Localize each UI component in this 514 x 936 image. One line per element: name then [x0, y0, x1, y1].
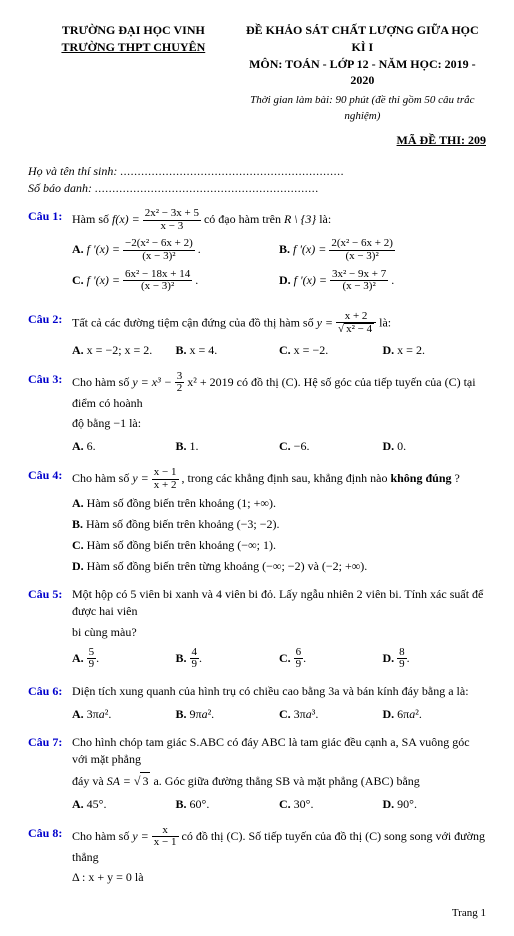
- q3-y: y = x³ −: [132, 374, 174, 388]
- q1-Dd: (x − 3)²: [330, 281, 388, 293]
- q2-B: x = 4.: [190, 343, 218, 357]
- q2-den: x² − 4: [344, 323, 374, 336]
- q4-pre: Cho hàm số: [72, 471, 132, 485]
- question-4: Câu 4: Cho hàm số y = x − 1x + 2 , trong…: [28, 467, 486, 574]
- q3-pre: Cho hàm số: [72, 374, 132, 388]
- q1-Cdot: .: [195, 272, 198, 286]
- q4-den: x + 2: [152, 480, 179, 492]
- q4-post: , trong các khẳng định sau, khẳng định n…: [182, 471, 391, 485]
- q7-sqrt: 3: [140, 772, 150, 790]
- page-footer: Trang 1: [28, 906, 486, 921]
- q1-label: Câu 1:: [28, 208, 72, 298]
- q7-label: Câu 7:: [28, 734, 72, 812]
- school-bottom: TRƯỜNG THPT CHUYÊN: [28, 39, 239, 56]
- q6-C: C. 3πa³.: [279, 706, 383, 723]
- q8-num: x: [152, 825, 179, 838]
- q6-D: D. 6πa².: [383, 706, 487, 723]
- q2-text: Tất cả các đường tiệm cận đứng của đồ th…: [72, 315, 317, 329]
- q1-Cd: (x − 3)²: [123, 281, 192, 293]
- q8-y: y =: [132, 828, 151, 842]
- q6-text: Diện tích xung quanh của hình trụ có chi…: [72, 683, 486, 700]
- name-dots: ........................................…: [120, 164, 344, 178]
- q3-line2: độ bằng −1 là:: [72, 415, 486, 432]
- q6-label: Câu 6:: [28, 683, 72, 723]
- q2-A: x = −2; x = 2.: [87, 343, 153, 357]
- question-6: Câu 6: Diện tích xung quanh của hình trụ…: [28, 683, 486, 723]
- q2-label: Câu 2:: [28, 311, 72, 359]
- q8-label: Câu 8:: [28, 825, 72, 887]
- q4-num: x − 1: [152, 467, 179, 480]
- student-block: Họ và tên thí sinh: ....................…: [28, 163, 486, 197]
- q1-B: B.: [279, 242, 290, 256]
- q5-l2: bi cùng màu?: [72, 624, 486, 641]
- q1-den: x − 3: [143, 221, 201, 233]
- name-label: Họ và tên thí sinh:: [28, 164, 117, 178]
- q5-label: Câu 5:: [28, 586, 72, 670]
- q4-bold: không đúng: [390, 471, 451, 485]
- q1-f: f(x) =: [112, 212, 143, 226]
- q1-set: R \ {3}: [284, 212, 316, 226]
- q2-C: x = −2.: [294, 343, 329, 357]
- q1-A: A.: [72, 242, 84, 256]
- q7-l2b: a. Góc giữa đường thẳng SB và mặt phẳng …: [153, 774, 419, 788]
- school-top: TRƯỜNG ĐẠI HỌC VINH: [28, 22, 239, 39]
- q1-post: có đạo hàm trên: [204, 212, 284, 226]
- q4-tail: ?: [455, 471, 460, 485]
- q8-pre: Cho hàm số: [72, 828, 132, 842]
- q1-Bd: (x − 3)²: [329, 251, 395, 263]
- q7-l1: Cho hình chóp tam giác S.ABC có đáy ABC …: [72, 734, 486, 768]
- q3-label: Câu 3:: [28, 371, 72, 455]
- question-8: Câu 8: Cho hàm số y = xx − 1 có đồ thị (…: [28, 825, 486, 887]
- q7-A: A. 45°.: [72, 796, 176, 813]
- q1-pre: Hàm số: [72, 212, 112, 226]
- q8-l2: Δ : x + y = 0 là: [72, 869, 486, 886]
- page-header: TRƯỜNG ĐẠI HỌC VINH TRƯỜNG THPT CHUYÊN Đ…: [28, 22, 486, 124]
- q7-B: B. 60°.: [176, 796, 280, 813]
- q4-label: Câu 4:: [28, 467, 72, 574]
- question-7: Câu 7: Cho hình chóp tam giác S.ABC có đ…: [28, 734, 486, 812]
- q5-l1: Một hộp có 5 viên bi xanh và 4 viên bi đ…: [72, 586, 486, 620]
- question-2: Câu 2: Tất cả các đường tiệm cận đứng củ…: [28, 311, 486, 359]
- exam-subject: MÔN: TOÁN - LỚP 12 - NĂM HỌC: 2019 - 202…: [239, 56, 486, 90]
- q3-B: B. 1.: [176, 438, 280, 455]
- q8-den: x − 1: [152, 837, 179, 849]
- question-5: Câu 5: Một hộp có 5 viên bi xanh và 4 vi…: [28, 586, 486, 670]
- q4-y: y =: [132, 471, 151, 485]
- q7-l2a: đáy và: [72, 774, 107, 788]
- q2-D: x = 2.: [397, 343, 425, 357]
- exam-code: MÃ ĐỀ THI: 209: [28, 132, 486, 149]
- id-dots: ........................................…: [95, 181, 319, 195]
- question-1: Câu 1: Hàm số f(x) = 2x² − 3x + 5x − 3 c…: [28, 208, 486, 298]
- q3-fd: 2: [175, 383, 185, 395]
- id-label: Số báo danh:: [28, 181, 92, 195]
- q7-D: D. 90°.: [383, 796, 487, 813]
- q2-tail: là:: [379, 315, 391, 329]
- question-3: Câu 3: Cho hàm số y = x³ − 32 x² + 2019 …: [28, 371, 486, 455]
- q3-A: A. 6.: [72, 438, 176, 455]
- q6-A: A. 3πa².: [72, 706, 176, 723]
- q4-sC: C. Hàm số đồng biến trên khoảng (−∞; 1).: [72, 537, 486, 554]
- q4-sB: B. Hàm số đồng biến trên khoảng (−3; −2)…: [72, 516, 486, 533]
- q1-Ddot: .: [391, 272, 394, 286]
- q1-tail: là:: [319, 212, 331, 226]
- q4-sD: D. Hàm số đồng biến trên từng khoảng (−∞…: [72, 558, 486, 575]
- q1-Ad: (x − 3)²: [123, 251, 195, 263]
- q3-C: C. −6.: [279, 438, 383, 455]
- exam-title: ĐỀ KHẢO SÁT CHẤT LƯỢNG GIỮA HỌC KÌ I: [239, 22, 486, 56]
- q1-D: D.: [279, 272, 291, 286]
- q7-sa: SA =: [107, 774, 134, 788]
- q2-num: x + 2: [336, 311, 376, 324]
- q1-C: C.: [72, 272, 84, 286]
- q4-sA: A. Hàm số đồng biến trên khoảng (1; +∞).: [72, 495, 486, 512]
- exam-time: Thời gian làm bài: 90 phút (đề thi gồm 5…: [239, 93, 486, 124]
- q2-y: y =: [317, 315, 336, 329]
- q6-B: B. 9πa².: [176, 706, 280, 723]
- q1-Adot: .: [198, 242, 201, 256]
- q7-C: C. 30°.: [279, 796, 383, 813]
- q3-D: D. 0.: [383, 438, 487, 455]
